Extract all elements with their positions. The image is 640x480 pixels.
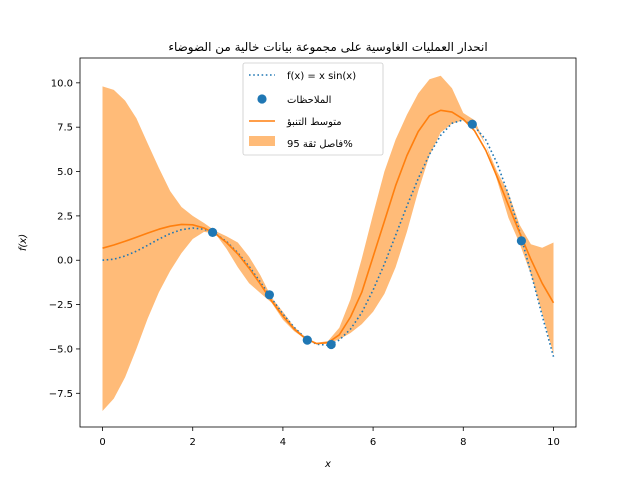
x-tick-label: 4 [280, 437, 286, 448]
legend-label-interval: فاصل ثقة 95% [287, 139, 353, 150]
legend-box [242, 62, 384, 156]
legend-swatch-interval [249, 136, 275, 146]
legend-label-function: f(x) = x sin(x) [287, 71, 356, 82]
x-tick-label: 6 [370, 437, 376, 448]
y-tick-label: 0.0 [57, 256, 73, 267]
x-tick-label: 10 [547, 437, 560, 448]
observation-point [302, 335, 312, 345]
observation-point [467, 119, 477, 129]
x-axis-label: x [324, 459, 331, 470]
chart-title: انحدار العمليات الغاوسية على مجموعة بيان… [168, 40, 487, 55]
axes-frame [79, 57, 577, 428]
y-tick-label: −2.5 [49, 300, 73, 311]
observation-point [264, 290, 274, 300]
legend-label-mean: متوسط التنبؤ [286, 117, 342, 128]
legend: f(x) = x sin(x) الملاحظات متوسط التنبؤ ف… [242, 62, 384, 156]
observation-point [516, 236, 527, 246]
legend-label-observations: الملاحظات [287, 95, 331, 106]
x-tick-label: 0 [99, 437, 105, 448]
x-tick-label: 2 [190, 437, 196, 448]
x-tick-label: 8 [460, 437, 466, 448]
observation-point [208, 227, 218, 237]
y-tick-label: 7.5 [57, 123, 73, 134]
observation-point [326, 339, 336, 350]
legend-swatch-observations [257, 94, 267, 104]
plot-area [102, 75, 555, 411]
y-tick-label: −7.5 [49, 389, 73, 400]
y-tick-label: 2.5 [57, 211, 73, 222]
true-function-line [102, 119, 555, 357]
y-axis-label: f(x) [18, 234, 29, 251]
y-tick-label: 10.0 [51, 78, 73, 89]
axis-ticks: 0 2 4 6 8 10 −7.5 −5.0 −2.5 0.0 2.5 5.0 7.5 10.0 [49, 78, 560, 448]
y-tick-label: 5.0 [57, 167, 73, 178]
y-tick-label: −5.0 [49, 344, 73, 355]
